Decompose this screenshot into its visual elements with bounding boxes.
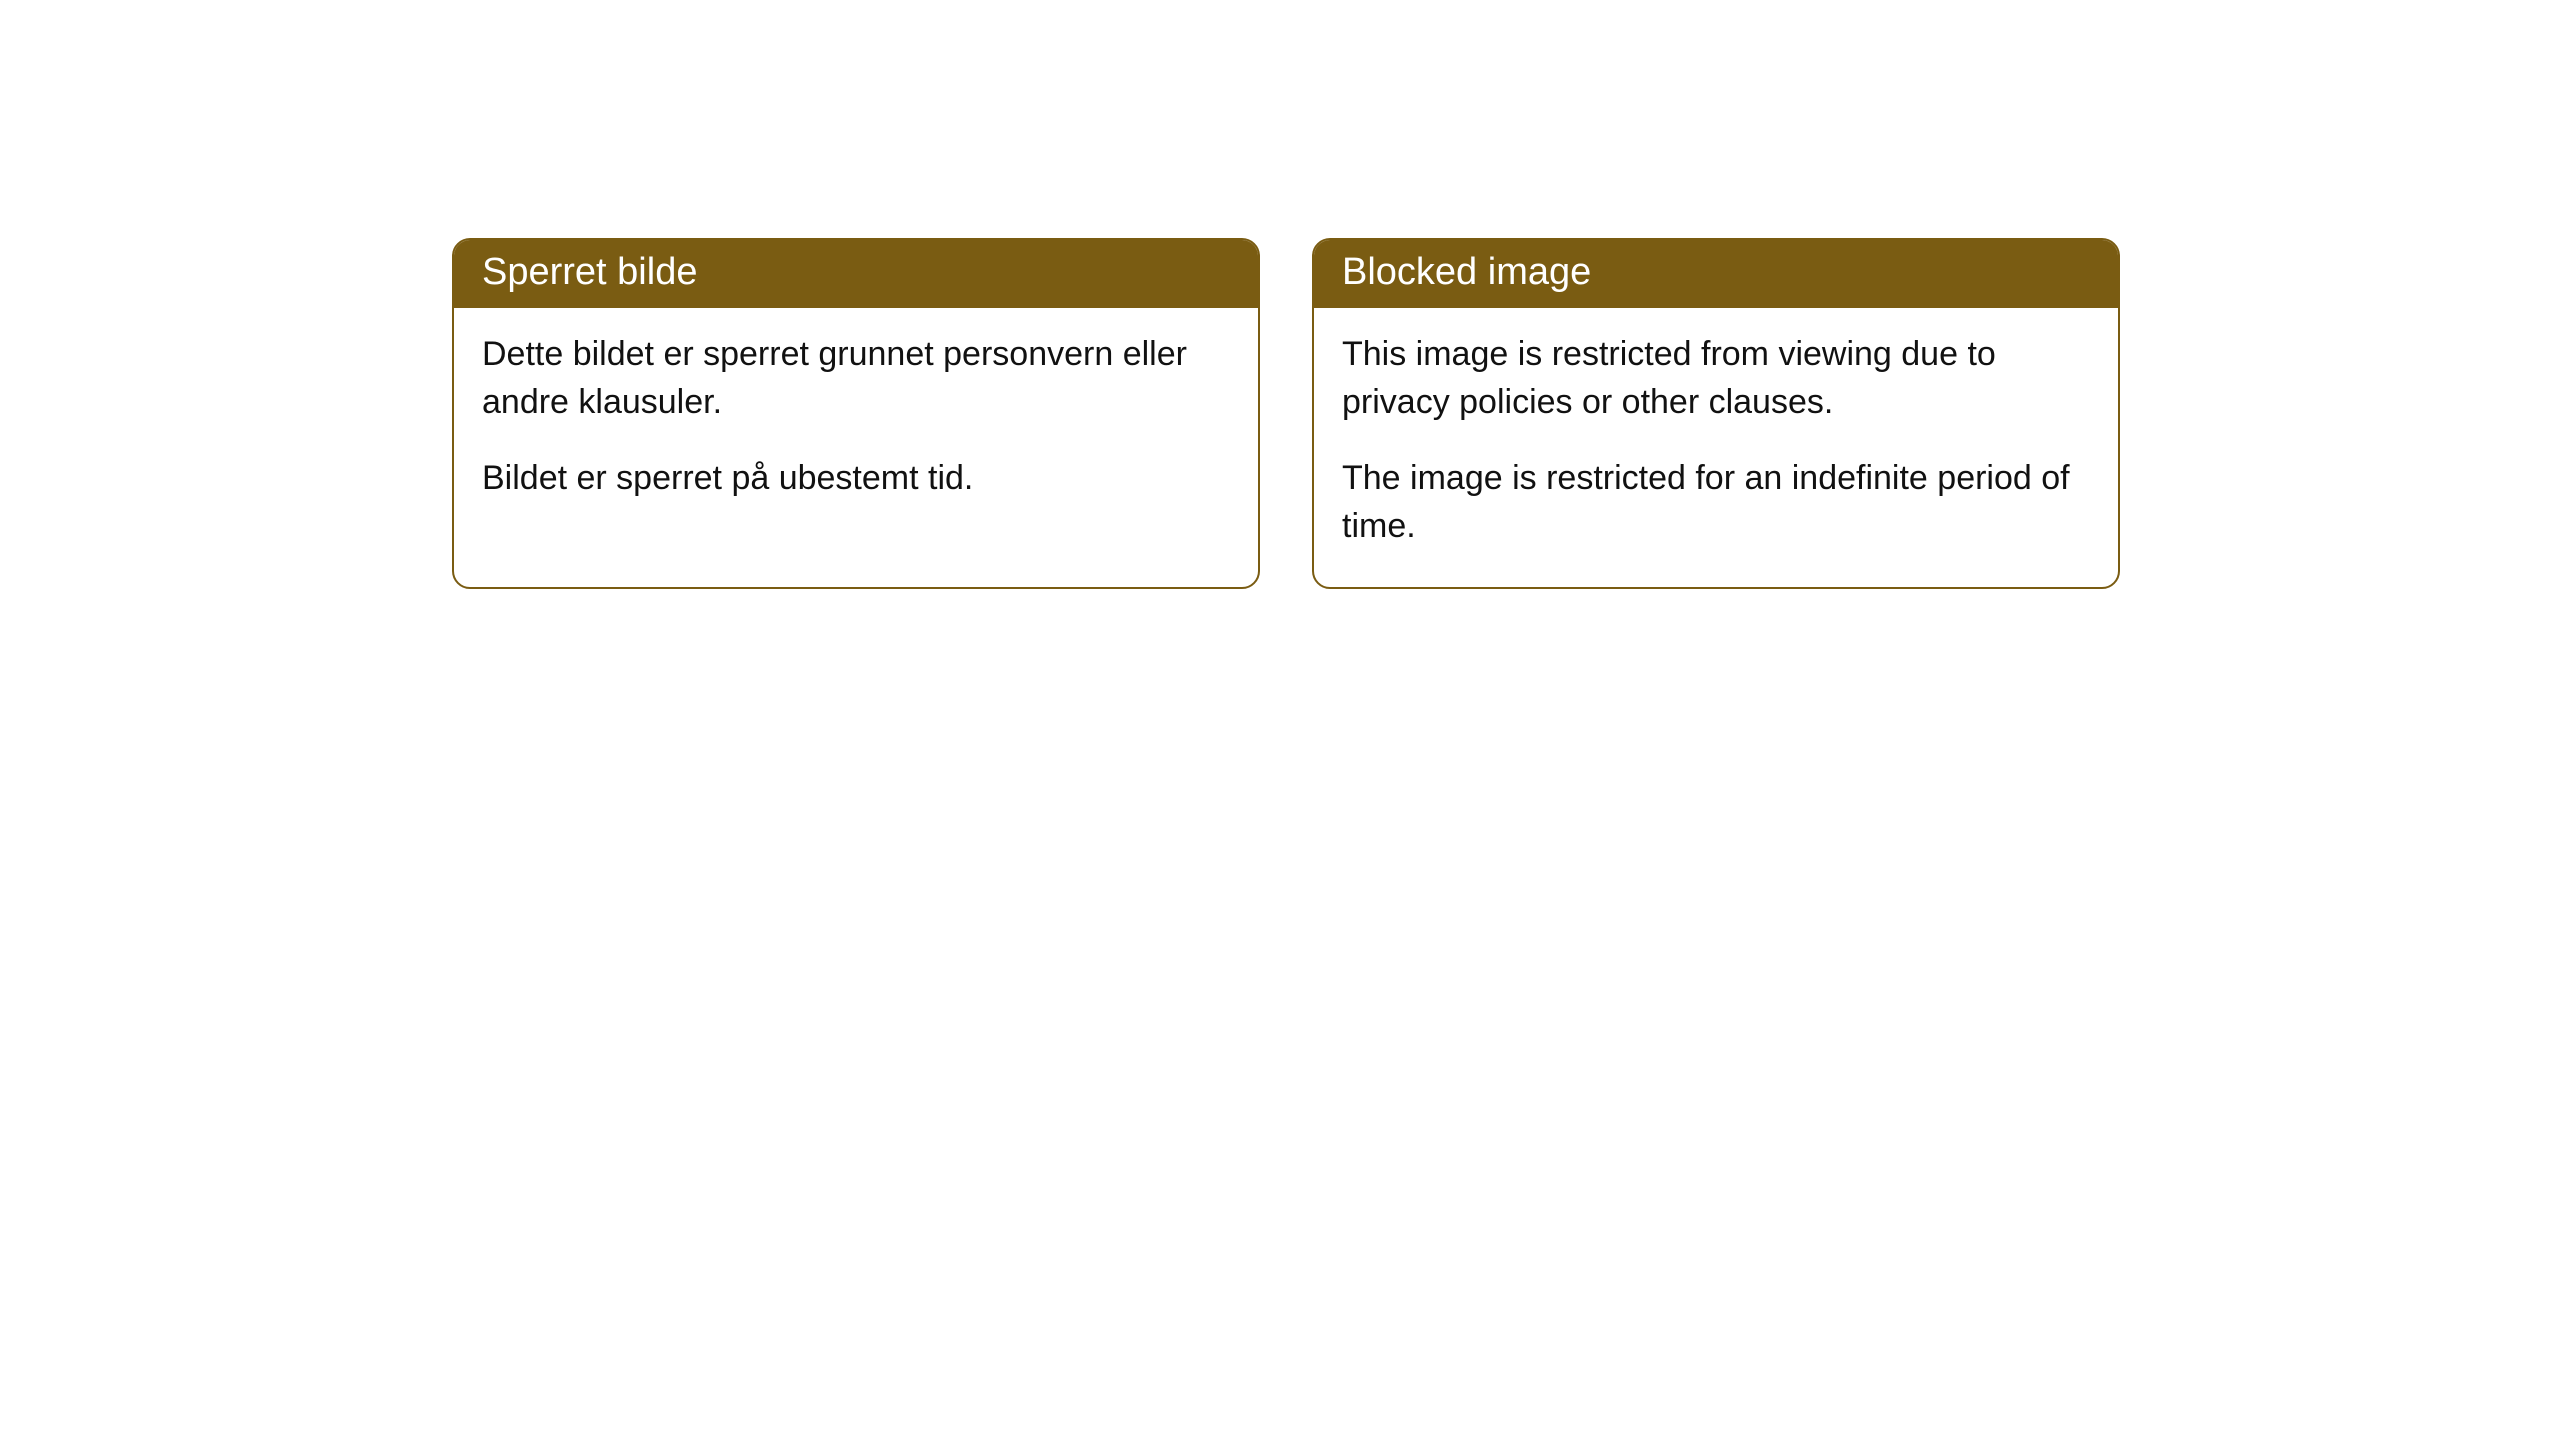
card-title: Sperret bilde xyxy=(482,251,697,293)
card-title: Blocked image xyxy=(1342,251,1591,293)
card-header: Sperret bilde xyxy=(454,240,1258,308)
notice-cards-container: Sperret bilde Dette bildet er sperret gr… xyxy=(452,238,2120,589)
blocked-image-card-english: Blocked image This image is restricted f… xyxy=(1312,238,2120,589)
card-header: Blocked image xyxy=(1314,240,2118,308)
card-paragraph: The image is restricted for an indefinit… xyxy=(1342,454,2090,551)
card-paragraph: This image is restricted from viewing du… xyxy=(1342,330,2090,427)
card-body: Dette bildet er sperret grunnet personve… xyxy=(454,308,1258,539)
blocked-image-card-norwegian: Sperret bilde Dette bildet er sperret gr… xyxy=(452,238,1260,589)
card-paragraph: Dette bildet er sperret grunnet personve… xyxy=(482,330,1230,427)
card-paragraph: Bildet er sperret på ubestemt tid. xyxy=(482,454,1230,502)
card-body: This image is restricted from viewing du… xyxy=(1314,308,2118,587)
